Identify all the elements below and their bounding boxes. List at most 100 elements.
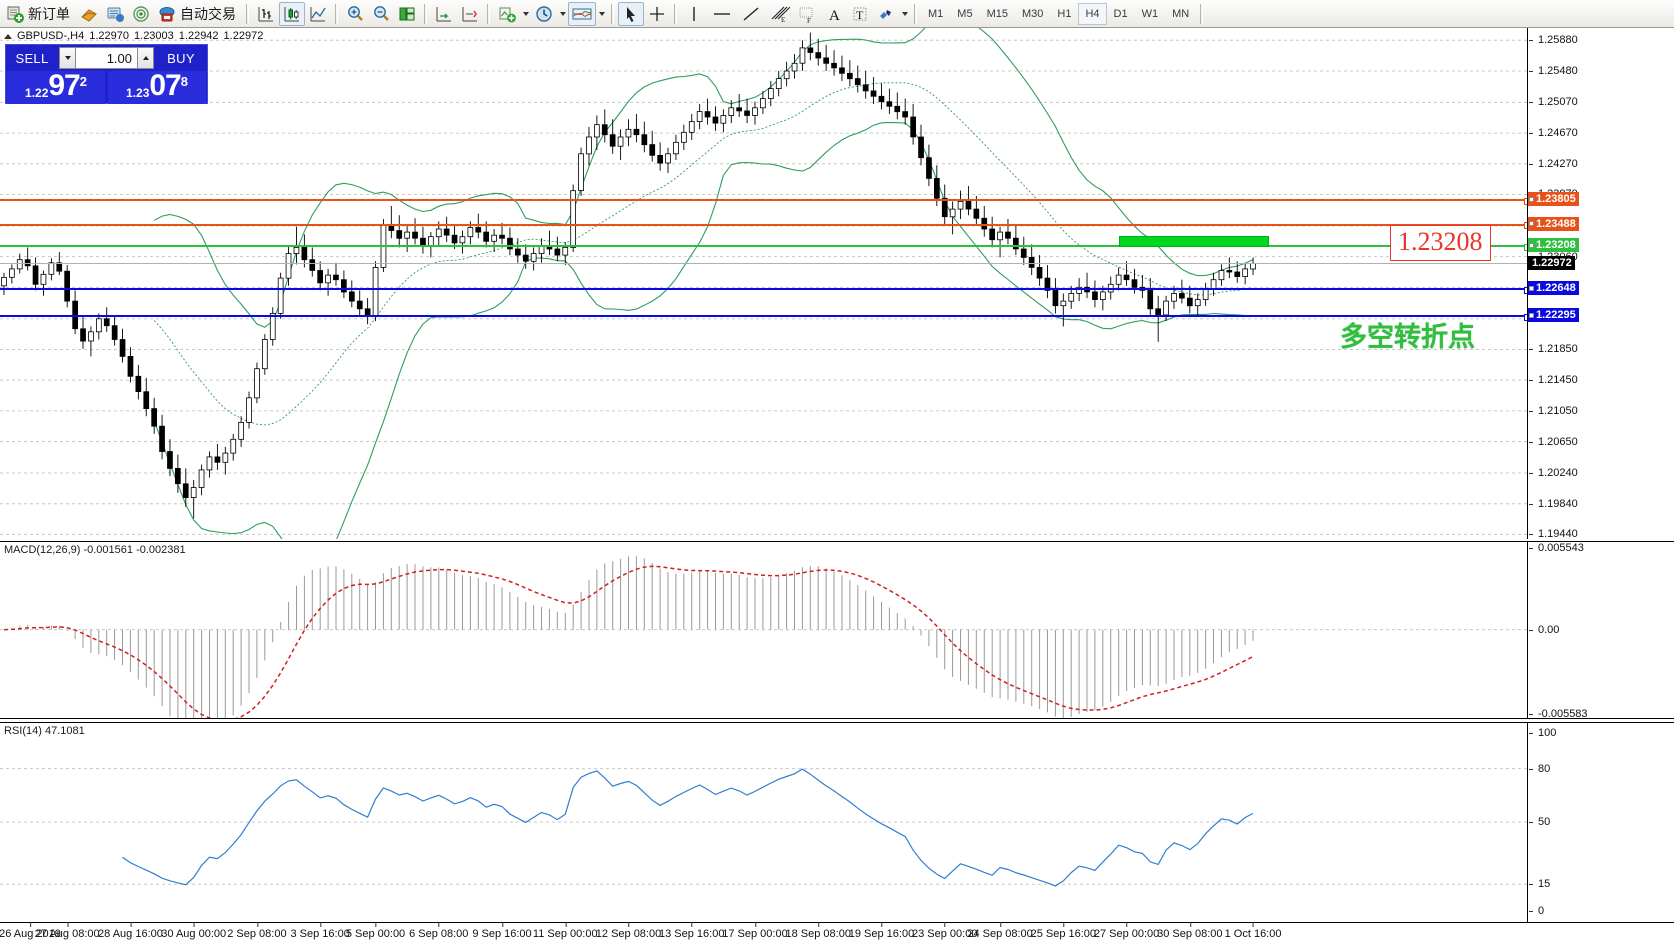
crosshair-button[interactable] [644,2,670,26]
volume-input[interactable]: 1.00 [76,47,137,69]
price-panel[interactable]: 1.23208 多空转折点 1.25880 1.25480 1.25070 1.2467… [0,28,1674,540]
time-axis[interactable]: 26 Aug 2019 27 Aug 08:00 28 Aug 16:00 30 Au… [0,922,1674,949]
price-axis[interactable]: 1.25880 1.25480 1.25070 1.24670 1.24270 1.238… [1528,28,1674,540]
timeframe-d1[interactable]: D1 [1113,7,1128,20]
new-order-button[interactable]: 新订单 [2,2,76,26]
zoom-out-button[interactable] [368,2,394,26]
shapes-button[interactable] [873,2,899,26]
indicators-dropdown-caret[interactable] [520,12,531,16]
line-handle[interactable] [1524,222,1527,230]
volume-increase-button[interactable] [137,47,154,69]
timeframe-m15[interactable]: M15 [986,7,1008,20]
price-badge-1-23488[interactable]: 1.23488 [1528,216,1579,231]
time-tick: 24 Sep 08:00 [967,922,1033,940]
price-plot[interactable]: 1.23208 多空转折点 [0,28,1528,539]
volume-stepper[interactable]: 1.00 [59,47,154,69]
timeframe-h4[interactable]: H4 [1078,2,1107,25]
bar-chart-button[interactable] [253,2,279,26]
vertical-line-button[interactable] [681,2,707,26]
price-badge-1-22648[interactable]: 1.22648 [1528,281,1579,296]
chart-area[interactable]: 1.23208 多空转折点 1.25880 1.25480 1.25070 1.2467… [0,28,1674,949]
channel-button[interactable]: F [793,2,821,26]
rsi-tick: 0 [1528,905,1544,917]
line-chart-button[interactable] [305,2,331,26]
timeframe-m30[interactable]: M30 [1021,7,1044,20]
buy-price-box[interactable]: 1.23 07 8 [108,71,206,104]
chinese-text-annotation[interactable]: 多空转折点 [1340,321,1475,352]
collapse-triangle-icon[interactable] [4,33,12,39]
templates-dropdown-caret[interactable] [596,12,607,16]
buy-button[interactable]: BUY [167,50,195,66]
macd-plot[interactable] [0,542,1528,718]
macd-axis[interactable]: 0.005543 0.00 -0.005583 [1528,542,1674,720]
price-tick: 1.20650 [1528,436,1578,448]
horizontal-line-1-23488[interactable] [0,222,1527,230]
period-dropdown-caret[interactable] [557,12,568,16]
time-tick: 23 Sep 00:00 [911,922,978,940]
text-label-icon: T [853,7,867,22]
chart-shift-button[interactable] [431,2,457,26]
badge-handle[interactable] [1529,312,1534,318]
period-button[interactable] [531,2,557,26]
autotrade-button[interactable]: 自动交易 [154,2,242,26]
signal-button[interactable] [128,2,154,26]
text-icon: A [829,8,840,24]
fibonacci-button[interactable]: E [765,2,793,26]
badge-handle[interactable] [1529,196,1534,202]
price-badge-1-23805[interactable]: 1.23805 [1528,192,1579,207]
indicators-button[interactable] [494,2,520,26]
horizontal-line-1-22648[interactable] [0,286,1527,294]
badge-text: 1.23805 [1536,193,1576,206]
time-tick: 26 Aug 2019 [0,922,61,940]
line-handle[interactable] [1524,243,1527,251]
text-label-button[interactable]: T [847,2,873,26]
sell-button[interactable]: SELL [15,50,49,66]
shapes-dropdown-caret[interactable] [899,12,910,16]
price-badge-1-23208[interactable]: 1.23208 [1528,238,1579,253]
cursor-button[interactable] [618,1,644,26]
badge-handle[interactable] [1529,221,1534,227]
timeframe-w1[interactable]: W1 [1141,7,1159,20]
volume-decrease-button[interactable] [59,47,76,69]
text-button[interactable]: A [821,2,847,26]
sell-price-big: 97 [48,71,80,102]
badge-handle[interactable] [1529,285,1534,291]
oct-top-row: SELL 1.00 BUY [6,45,207,71]
time-tick: 11 Sep 00:00 [532,922,598,940]
macd-panel[interactable]: MACD(12,26,9) -0.001561 -0.002381 0.0055… [0,541,1674,720]
timeframe-m1[interactable]: M1 [928,7,944,20]
price-tick: 1.25070 [1528,96,1578,108]
zoom-in-button[interactable] [342,2,368,26]
time-tick: 19 Sep 16:00 [848,922,915,940]
horizontal-line-button[interactable] [707,2,737,26]
horizontal-line-1-23805[interactable] [0,197,1527,205]
macd-series [0,556,1527,718]
price-label-annotation[interactable]: 1.23208 [1390,225,1491,262]
timeframe-m5[interactable]: M5 [957,7,973,20]
trendline-button[interactable] [737,2,765,26]
rsi-panel[interactable]: RSI(14) 47.1081 100 80 50 15 0 [0,722,1674,922]
rsi-plot[interactable] [0,723,1528,922]
price-badge-1-22972[interactable]: 1.22972 [1528,256,1575,271]
terminal-button[interactable] [102,2,128,26]
timeframe-mn[interactable]: MN [1172,7,1190,20]
auto-scroll-button[interactable] [457,2,483,26]
time-tick: 28 Aug 16:00 [98,922,163,940]
line-handle[interactable] [1524,197,1527,205]
badge-handle[interactable] [1529,242,1534,248]
tile-windows-button[interactable] [394,2,420,26]
templates-button[interactable] [568,1,596,26]
sell-price-box[interactable]: 1.22 97 2 [7,71,105,104]
line-handle[interactable] [1524,313,1527,321]
horizontal-line-1-22295[interactable] [0,313,1527,321]
price-badge-1-22295[interactable]: 1.22295 [1528,308,1579,323]
horizontal-line-1-23208[interactable] [0,243,1527,251]
line-handle[interactable] [1524,286,1527,294]
trendline-icon [743,6,759,21]
rsi-axis[interactable]: 100 80 50 15 0 [1528,723,1674,922]
timeframe-h1[interactable]: H1 [1057,7,1072,20]
price-zone-highlight[interactable] [1118,236,1270,248]
book-button[interactable] [76,2,102,26]
one-click-trading-panel[interactable]: SELL 1.00 BUY 1.22 97 2 1.23 07 8 [5,44,208,104]
candlestick-chart-button[interactable] [279,1,305,26]
